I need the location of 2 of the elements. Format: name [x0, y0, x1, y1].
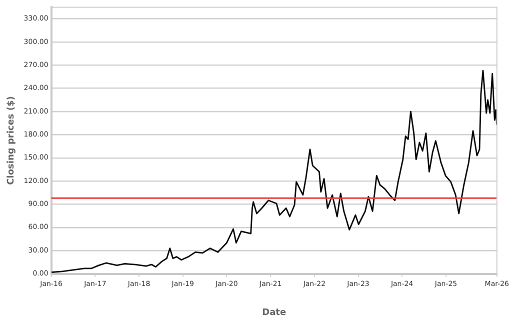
x-axis-title: Date — [262, 308, 286, 318]
y-axis-title: Closing prices ($) — [6, 96, 17, 185]
